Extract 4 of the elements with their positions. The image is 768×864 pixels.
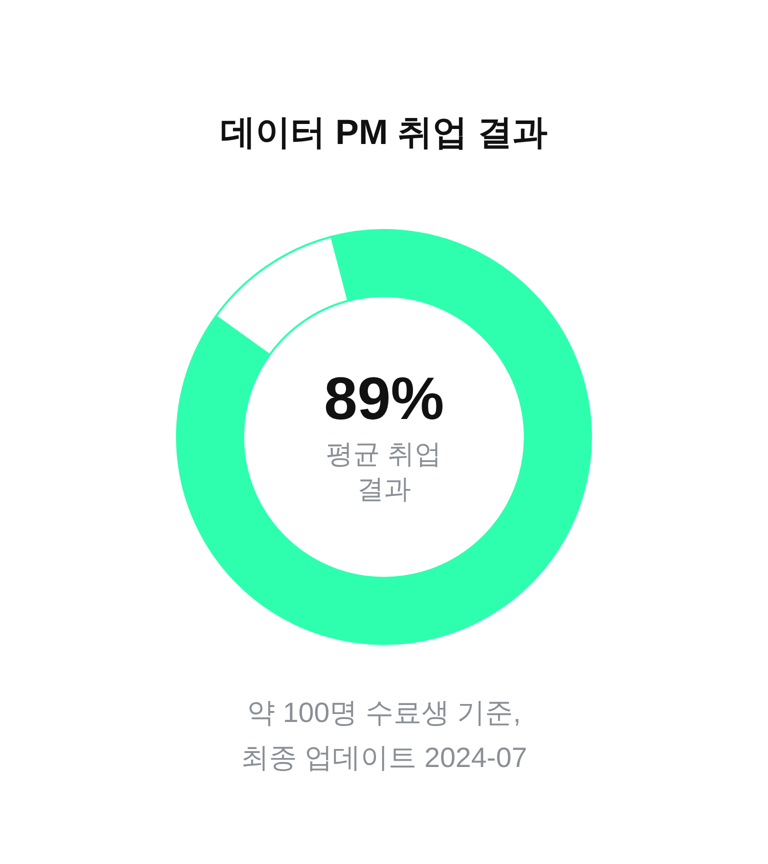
data-label: 89% [322, 365, 446, 432]
text: 평균 취업 결과 [325, 438, 443, 506]
chart-title: 데이터 PM 취업 결과 [220, 112, 548, 154]
text: 약 100명 수료생 기준, 최종 업데이트 2024-07 [240, 696, 528, 775]
